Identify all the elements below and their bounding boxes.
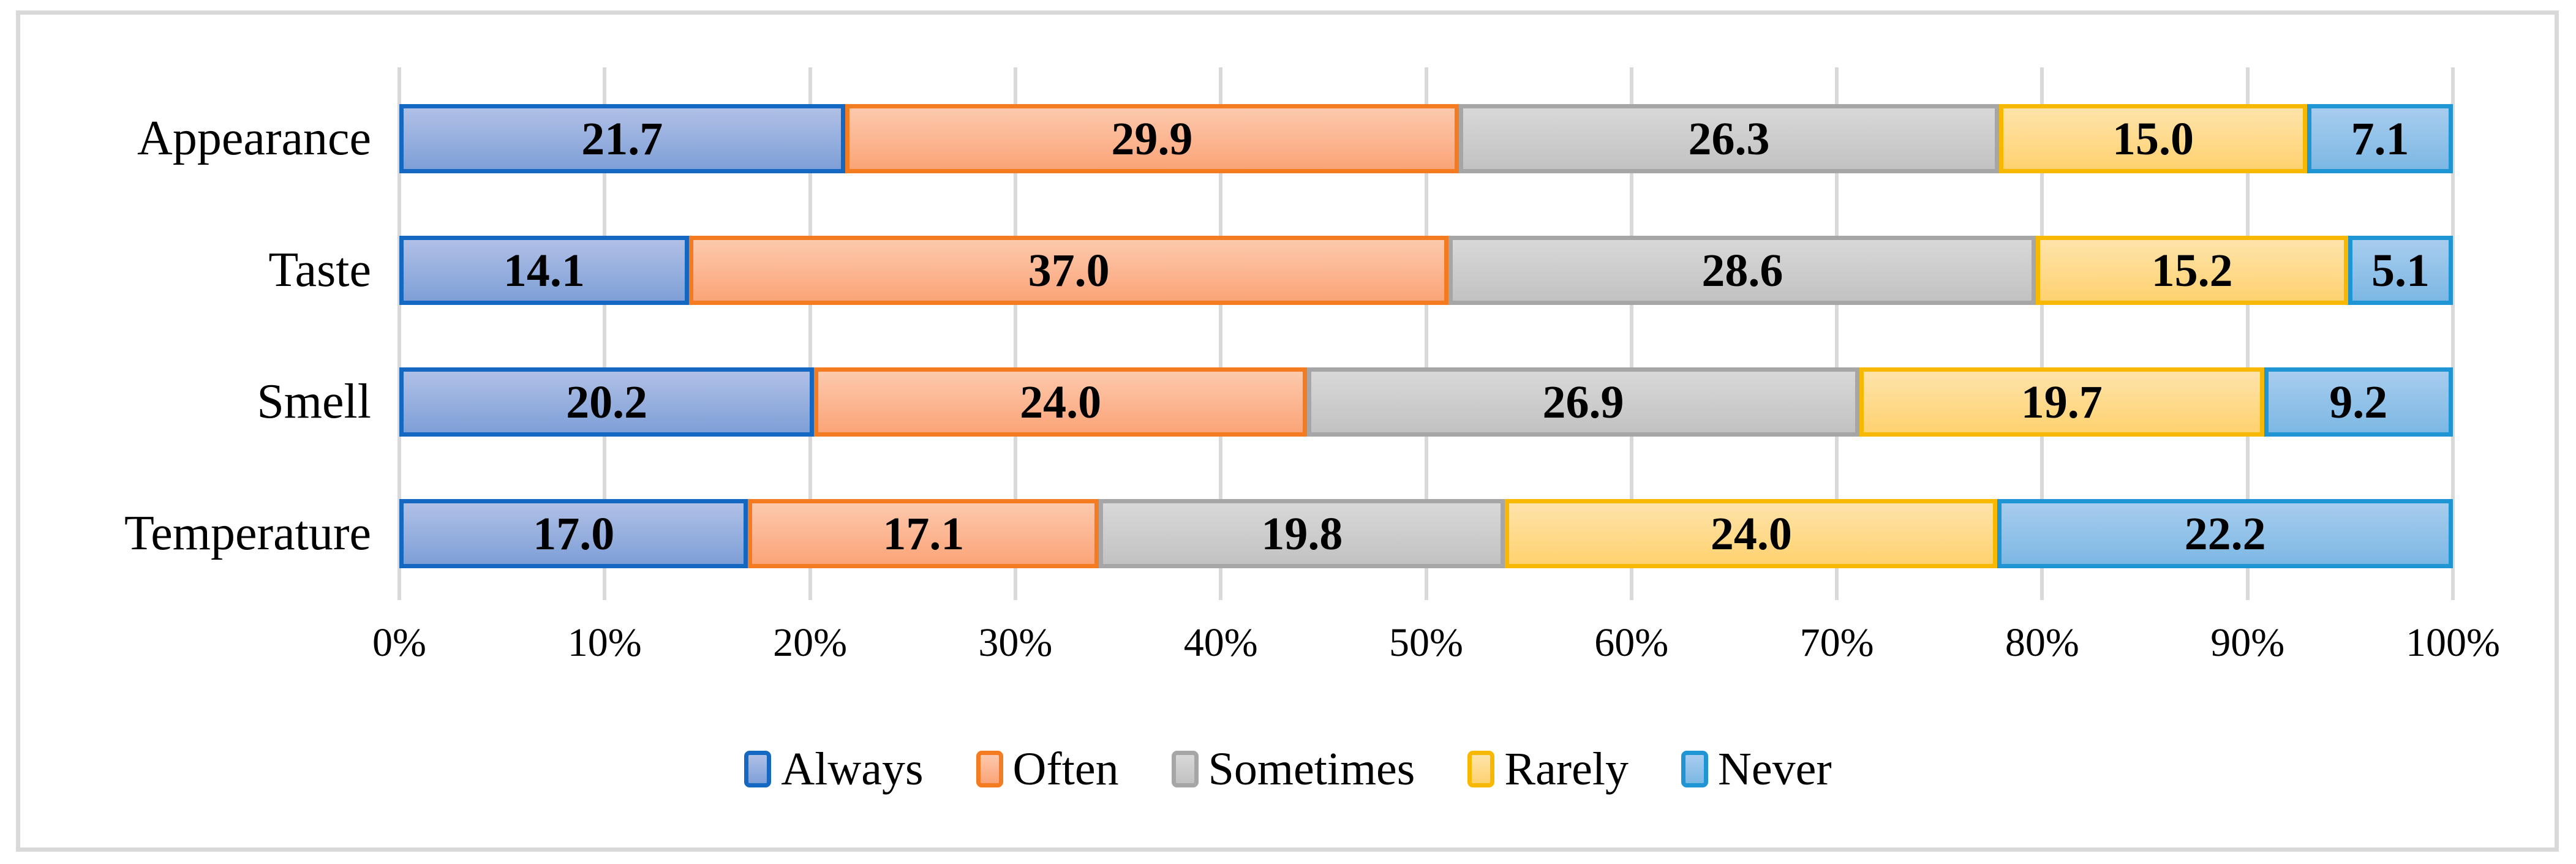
gridline	[2245, 67, 2250, 600]
legend-label: Sometimes	[1208, 743, 1415, 795]
segment-value-label: 28.6	[1701, 244, 1783, 296]
segment-value-label: 22.2	[2184, 508, 2266, 560]
gridline	[2451, 67, 2455, 600]
x-tick-label: 10%	[567, 620, 642, 665]
bar-segment-sometimes: 19.8	[1099, 499, 1505, 568]
x-tick-label: 80%	[2005, 620, 2079, 665]
bar-segment-always: 21.7	[399, 104, 845, 173]
bar-segment-always: 20.2	[399, 367, 815, 437]
legend-item-sometimes: Sometimes	[1171, 743, 1415, 795]
segment-value-label: 9.2	[2329, 376, 2388, 428]
legend-swatch-icon	[1681, 751, 1708, 787]
segment-value-label: 26.3	[1688, 113, 1770, 165]
x-tick-label: 100%	[2406, 620, 2500, 665]
segment-value-label: 19.8	[1261, 508, 1343, 560]
bar-segment-often: 37.0	[688, 236, 1449, 305]
legend-swatch-icon	[744, 751, 772, 787]
gridline	[808, 67, 812, 600]
bar-segment-always: 14.1	[399, 236, 689, 305]
category-label: Taste	[268, 243, 371, 297]
segment-value-label: 17.1	[883, 508, 965, 560]
legend-label: Never	[1717, 743, 1832, 795]
segment-value-label: 15.0	[2112, 113, 2194, 165]
legend-label: Often	[1012, 743, 1119, 795]
bar-segment-never: 5.1	[2348, 236, 2453, 305]
legend-item-never: Never	[1681, 746, 1832, 792]
segment-value-label: 7.1	[2351, 113, 2409, 165]
x-tick-label: 50%	[1389, 620, 1463, 665]
legend-swatch-icon	[976, 751, 1003, 787]
segment-value-label: 24.0	[1020, 376, 1102, 428]
x-tick-label: 0%	[372, 620, 426, 665]
x-tick-label: 30%	[978, 620, 1053, 665]
legend: Always Often Sometimes Rarely Never	[0, 746, 2576, 792]
legend-swatch-icon	[1171, 751, 1199, 787]
x-tick-label: 60%	[1594, 620, 1669, 665]
segment-value-label: 37.0	[1028, 244, 1110, 296]
segment-value-label: 20.2	[566, 376, 648, 428]
legend-label: Rarely	[1504, 743, 1629, 795]
gridline	[1424, 67, 1428, 600]
gridline	[1835, 67, 1839, 600]
bar-segment-often: 29.9	[845, 104, 1459, 173]
legend-item-often: Often	[976, 746, 1119, 792]
bar-segment-never: 22.2	[1997, 499, 2453, 568]
x-tick-label: 90%	[2210, 620, 2285, 665]
gridline	[397, 67, 401, 600]
bar-segment-sometimes: 26.3	[1459, 104, 1999, 173]
bar-segment-never: 9.2	[2264, 367, 2453, 437]
segment-value-label: 21.7	[581, 113, 663, 165]
gridline	[2040, 67, 2044, 600]
segment-value-label: 17.0	[533, 508, 615, 560]
gridline	[1013, 67, 1017, 600]
bar-segment-rarely: 19.7	[1859, 367, 2264, 437]
bar-segment-often: 24.0	[814, 367, 1308, 437]
gridline	[1629, 67, 1633, 600]
segment-value-label: 24.0	[1710, 508, 1792, 560]
segment-value-label: 5.1	[2371, 244, 2430, 296]
x-tick-label: 70%	[1799, 620, 1874, 665]
category-label: Smell	[257, 375, 371, 429]
bar-segment-sometimes: 28.6	[1448, 236, 2036, 305]
segment-value-label: 19.7	[2021, 376, 2103, 428]
category-label: Appearance	[137, 111, 371, 165]
bar-row: 20.2 24.0 26.9 19.7 9.2	[399, 367, 2453, 437]
x-tick-label: 20%	[773, 620, 848, 665]
segment-value-label: 26.9	[1542, 376, 1624, 428]
legend-item-always: Always	[744, 743, 924, 795]
bar-row: 21.7 29.9 26.3 15.0 7.1	[399, 104, 2453, 173]
x-tick-label: 40%	[1183, 620, 1258, 665]
bar-segment-rarely: 24.0	[1505, 499, 1998, 568]
legend-label: Always	[781, 743, 924, 795]
bar-segment-never: 7.1	[2307, 104, 2453, 173]
bar-segment-rarely: 15.0	[1998, 104, 2307, 173]
segment-value-label: 14.1	[503, 244, 585, 296]
category-label: Temperature	[124, 506, 371, 560]
gridline	[603, 67, 607, 600]
bar-segment-often: 17.1	[748, 499, 1099, 568]
gridline	[1219, 67, 1223, 600]
legend-swatch-icon	[1467, 751, 1495, 787]
bar-segment-always: 17.0	[399, 499, 748, 568]
bar-segment-sometimes: 26.9	[1307, 367, 1859, 437]
legend-item-rarely: Rarely	[1467, 746, 1629, 792]
segment-value-label: 15.2	[2151, 244, 2233, 296]
bar-row: 17.0 17.1 19.8 24.0 22.2	[399, 499, 2453, 568]
bar-segment-rarely: 15.2	[2036, 236, 2348, 305]
bar-row: 14.1 37.0 28.6 15.2 5.1	[399, 236, 2453, 305]
segment-value-label: 29.9	[1111, 113, 1193, 165]
